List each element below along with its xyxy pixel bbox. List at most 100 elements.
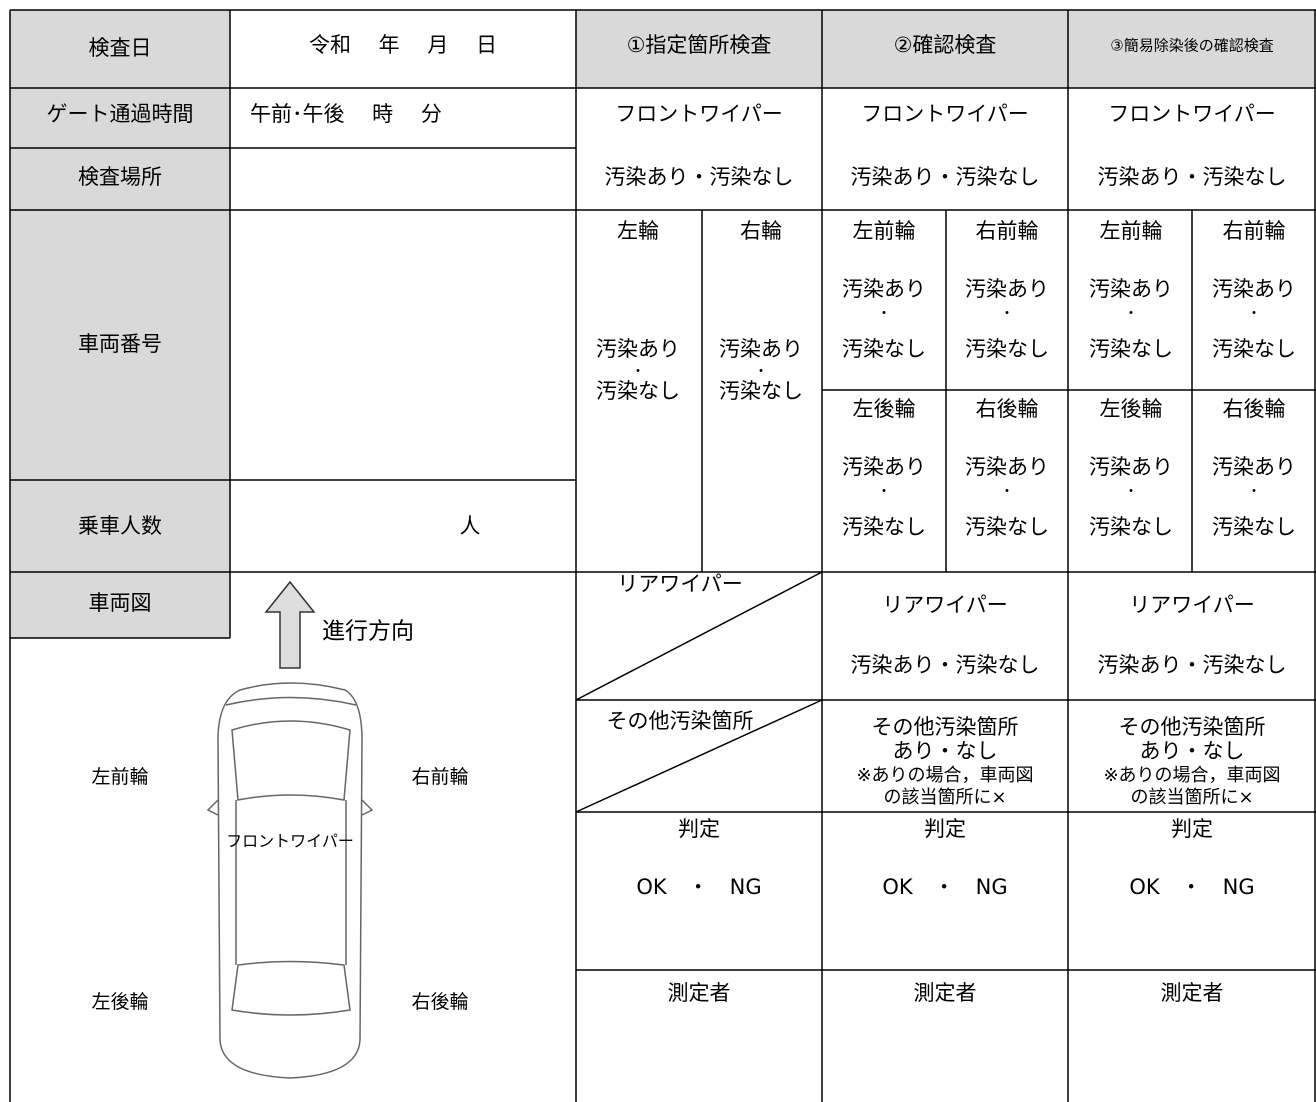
wheel-result: 汚染あり — [1212, 455, 1296, 479]
wheel-result: 汚染なし — [1212, 515, 1296, 539]
wheel-result: 汚染なし — [1089, 337, 1173, 361]
other-spot: の該当箇所に× — [1130, 787, 1253, 808]
wheel-result: 汚染あり — [842, 455, 926, 479]
other-spot: あり・なし — [893, 739, 998, 763]
mirrors — [206, 799, 374, 816]
wheel-result: 汚染なし — [719, 379, 803, 403]
inspector: 測定者 — [914, 981, 977, 1005]
wheel-result: 汚染なし — [842, 337, 926, 361]
wheel-result: ・ — [754, 364, 768, 380]
time-value: 午前･午後 時 分 — [250, 102, 442, 126]
front-wiper-result: 汚染あり・汚染なし — [605, 165, 794, 189]
rear-window — [231, 960, 351, 1016]
wheel-name: 左輪 — [617, 219, 659, 243]
hood-line — [225, 696, 357, 706]
wheel-name: 右後輪 — [976, 397, 1039, 421]
front-wiper: フロントワイパー — [1108, 102, 1276, 126]
wheel-result: ・ — [1247, 484, 1261, 500]
wheel-result: ・ — [877, 484, 891, 500]
wheel-result: 汚染あり — [965, 455, 1049, 479]
windshield — [231, 720, 351, 801]
wheel-result: 汚染あり — [965, 277, 1049, 301]
wheel-name: 右後輪 — [1223, 397, 1286, 421]
wheel-name: 右輪 — [740, 219, 782, 243]
passengers-unit: 人 — [460, 514, 481, 538]
wheel-name: 右前輪 — [1223, 219, 1286, 243]
wheel-result: ・ — [1247, 306, 1261, 322]
front-wiper-result: 汚染あり・汚染なし — [1098, 165, 1287, 189]
wheel-result: 汚染なし — [842, 515, 926, 539]
wheel-result: 汚染なし — [965, 515, 1049, 539]
car-diagram — [206, 580, 374, 1079]
row-label: 検査日 — [89, 36, 152, 60]
wheel-result: 汚染なし — [965, 337, 1049, 361]
wheel-result: ・ — [877, 306, 891, 322]
judgement-result: OK ・ NG — [636, 875, 761, 899]
car-body — [217, 682, 363, 1079]
diagram-label: 左前輪 — [91, 766, 148, 788]
wheel-name: 左前輪 — [853, 219, 916, 243]
judgement: 判定 — [1171, 817, 1213, 841]
row-label: 車両図 — [89, 591, 152, 615]
rear-wiper-result: 汚染あり・汚染なし — [1098, 653, 1287, 677]
other-spot: の該当箇所に× — [883, 787, 1006, 808]
wheel-name: 左前輪 — [1100, 219, 1163, 243]
direction-label: 進行方向 — [322, 619, 414, 645]
wheel-name: 左後輪 — [853, 397, 916, 421]
other-spot: その他汚染箇所 — [872, 715, 1019, 739]
rear-wiper: リアワイパー — [882, 593, 1008, 617]
row-label: ゲート通過時間 — [47, 102, 194, 126]
diagram-label-cell — [10, 572, 230, 638]
wheel-result: 汚染あり — [1212, 277, 1296, 301]
label-column — [10, 10, 230, 572]
wheel-result: ・ — [631, 364, 645, 380]
wheel-name: 左後輪 — [1100, 397, 1163, 421]
judgement: 判定 — [678, 817, 720, 841]
inspector: 測定者 — [668, 981, 731, 1005]
front-wiper: フロントワイパー — [861, 102, 1029, 126]
diagram-label: 右後輪 — [411, 991, 468, 1013]
wheel-result: 汚染なし — [1212, 337, 1296, 361]
other-spot: ※ありの場合，車両図 — [856, 765, 1033, 786]
wheel-result: 汚染あり — [596, 337, 680, 361]
column-headers — [576, 10, 1316, 88]
border — [575, 571, 823, 701]
wheel-result: 汚染あり — [719, 337, 803, 361]
front-wiper: フロントワイパー — [615, 102, 783, 126]
judgement-result: OK ・ NG — [1129, 875, 1254, 899]
wheel-result: 汚染なし — [596, 379, 680, 403]
wheel-result: ・ — [1124, 484, 1138, 500]
wheel-name: 右前輪 — [976, 219, 1039, 243]
other-spot: ※ありの場合，車両図 — [1103, 765, 1280, 786]
wheel-result: 汚染あり — [1089, 277, 1173, 301]
inspector: 測定者 — [1161, 981, 1224, 1005]
other-spot: その他汚染箇所 — [1119, 715, 1266, 739]
column-title: ②確認検査 — [894, 33, 997, 57]
judgement: 判定 — [924, 817, 966, 841]
front-wiper-result: 汚染あり・汚染なし — [851, 165, 1040, 189]
other-spot: その他汚染箇所 — [607, 709, 754, 733]
diagram-label: 右前輪 — [411, 766, 468, 788]
direction-arrow — [264, 580, 316, 669]
wheel-result: ・ — [1124, 306, 1138, 322]
wheel-result: ・ — [1000, 306, 1014, 322]
rear-wiper: リアワイパー — [617, 572, 743, 596]
column-title: ③簡易除染後の確認検査 — [1110, 37, 1273, 55]
row-label: 車両番号 — [78, 332, 162, 356]
judgement-result: OK ・ NG — [882, 875, 1007, 899]
diagram-label: フロントワイパー — [226, 832, 354, 851]
wheel-result: 汚染なし — [1089, 515, 1173, 539]
wheel-result: 汚染あり — [1089, 455, 1173, 479]
rear-wiper: リアワイパー — [1129, 593, 1255, 617]
wheel-result: ・ — [1000, 484, 1014, 500]
date-value: 令和 年 月 日 — [309, 33, 497, 57]
other-spot: あり・なし — [1140, 739, 1245, 763]
row-label: 検査場所 — [78, 165, 162, 189]
border — [575, 699, 823, 813]
rear-wiper-result: 汚染あり・汚染なし — [851, 653, 1040, 677]
wheel-result: 汚染あり — [842, 277, 926, 301]
row-label: 乗車人数 — [78, 514, 162, 538]
roof-lines — [235, 800, 347, 965]
